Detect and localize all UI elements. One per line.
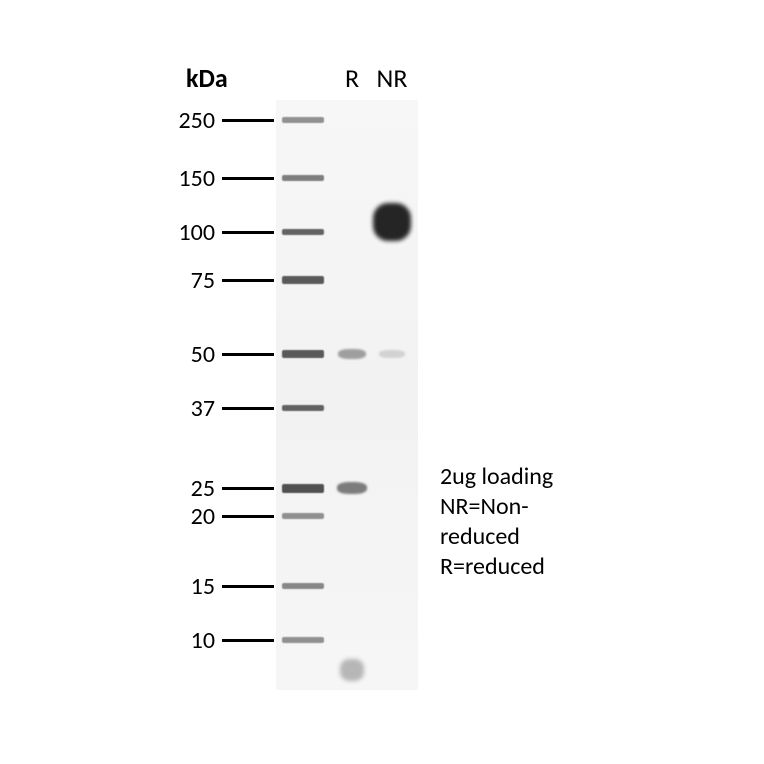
- mw-tick-100: [222, 231, 274, 234]
- mw-tick-15: [222, 585, 274, 588]
- mw-label-50: 50: [145, 340, 215, 369]
- mw-tick-37: [222, 407, 274, 410]
- sample-band-r: [337, 482, 367, 494]
- ladder-band: [282, 350, 324, 358]
- mw-label-100: 100: [145, 218, 215, 247]
- mw-label-150: 150: [145, 164, 215, 193]
- ladder-band: [282, 405, 324, 411]
- mw-tick-10: [222, 639, 274, 642]
- mw-tick-25: [222, 487, 274, 490]
- ladder-band: [282, 229, 324, 235]
- ladder-band: [282, 484, 324, 493]
- mw-label-75: 75: [145, 266, 215, 295]
- gel-area: [276, 100, 418, 690]
- ladder-band: [282, 175, 324, 181]
- sample-band-r: [340, 659, 364, 681]
- ladder-band: [282, 583, 324, 589]
- mw-label-20: 20: [145, 502, 215, 531]
- lane-label-nr: NR: [372, 62, 412, 94]
- sample-band-nr: [373, 203, 411, 241]
- legend-line: 2ug loading: [440, 462, 553, 492]
- ladder-band: [282, 276, 324, 284]
- axis-title-kda: kDa: [186, 62, 228, 94]
- legend-line: R=reduced: [440, 552, 553, 582]
- mw-tick-150: [222, 177, 274, 180]
- legend-line: NR=Non-: [440, 492, 553, 522]
- mw-label-37: 37: [145, 394, 215, 423]
- lane-label-r: R: [332, 62, 372, 94]
- mw-label-15: 15: [145, 572, 215, 601]
- mw-label-25: 25: [145, 474, 215, 503]
- ladder-band: [282, 513, 324, 519]
- ladder-band: [282, 637, 324, 643]
- legend: 2ug loadingNR=Non-reducedR=reduced: [440, 462, 553, 582]
- mw-tick-75: [222, 279, 274, 282]
- ladder-band: [282, 117, 324, 123]
- mw-label-10: 10: [145, 626, 215, 655]
- legend-line: reduced: [440, 522, 553, 552]
- mw-tick-50: [222, 353, 274, 356]
- sample-band-nr: [379, 350, 405, 358]
- sample-band-r: [338, 349, 366, 359]
- mw-tick-250: [222, 119, 274, 122]
- mw-label-250: 250: [145, 106, 215, 135]
- mw-tick-20: [222, 515, 274, 518]
